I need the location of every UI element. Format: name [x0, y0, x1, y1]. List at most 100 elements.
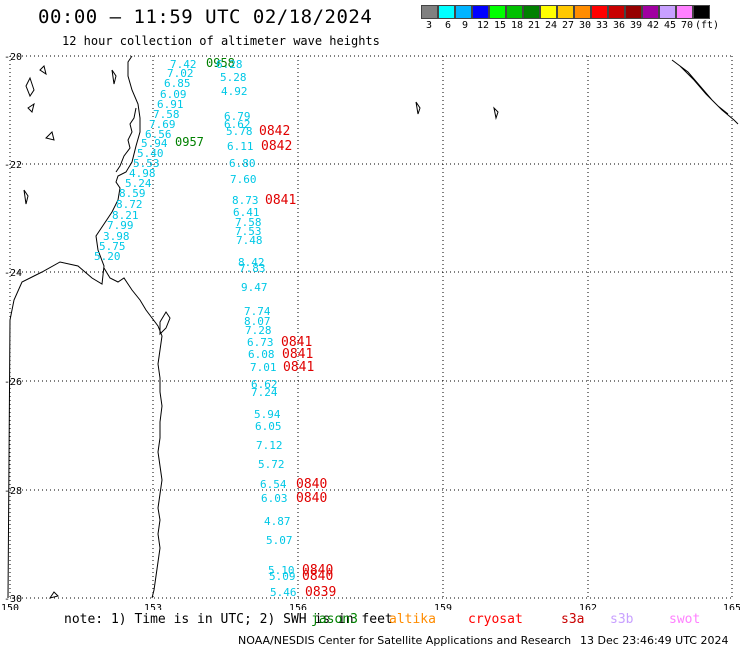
wave-height-label: 6.41 — [233, 206, 260, 219]
track-east-times: 0842 0842 0841 0841 0841 0841 0840 0840 … — [259, 124, 336, 600]
scale-swatch — [625, 5, 642, 19]
lon-label: 162 — [579, 603, 597, 610]
scale-swatch — [642, 5, 659, 19]
lat-label: -28 — [4, 486, 22, 497]
scale-swatch — [489, 5, 506, 19]
wave-height-label: 5.10 — [268, 564, 295, 577]
lat-label: -30 — [4, 594, 22, 605]
wave-height-label: 6.09 — [160, 88, 187, 101]
color-scale — [421, 5, 710, 19]
scale-label: (ft) — [695, 20, 720, 31]
track-east: 6.28 5.28 4.92 6.79 6.62 5.78 6.11 6.80 … — [216, 58, 297, 599]
scale-swatch — [659, 5, 676, 19]
wave-height-label: 6.62 — [224, 118, 251, 131]
wave-height-label: 5.09 — [269, 570, 296, 583]
scale-label: 15 — [494, 20, 507, 31]
wave-height-label: 7.60 — [230, 173, 257, 186]
scale-label: 27 — [562, 20, 575, 31]
pass-time-label: 0841 — [282, 347, 313, 362]
scale-swatch — [557, 5, 574, 19]
wave-height-label: 5.78 — [226, 125, 253, 138]
wave-height-label: 5.53 — [133, 157, 160, 170]
pass-time-label: 0841 — [283, 360, 314, 375]
pass-time-label: 0840 — [302, 569, 333, 584]
wave-height-label: 7.53 — [235, 225, 262, 238]
scale-labels: 3 6 9 12 15 18 21 24 27 30 33 36 39 42 4… — [421, 20, 740, 34]
track-west: 7.42 7.02 6.85 6.09 6.91 7.58 7.69 6.56 … — [94, 58, 197, 263]
wave-height-label: 4.98 — [129, 167, 156, 180]
wave-height-label: 5.72 — [258, 458, 285, 471]
coastline-new-caledonia — [415, 59, 739, 125]
wave-height-label: 7.83 — [239, 262, 266, 275]
wave-height-label: 6.03 — [261, 492, 288, 505]
wave-height-label: 7.28 — [245, 324, 272, 337]
wave-height-label: 6.05 — [255, 420, 282, 433]
scale-label: 3 — [426, 20, 433, 31]
scale-label: 6 — [445, 20, 452, 31]
track-west-times: 0958 0957 — [175, 56, 235, 149]
wave-height-label: 8.59 — [119, 187, 146, 200]
legend-altika: altika — [389, 612, 436, 627]
pass-time-label: 0840 — [302, 563, 333, 578]
wave-height-label: 7.99 — [107, 219, 134, 232]
wave-height-label: 5.28 — [220, 71, 247, 84]
scale-swatch — [693, 5, 710, 19]
wave-height-label: 7.48 — [236, 234, 263, 247]
scale-label: 70 — [681, 20, 694, 31]
pass-time-label: 0839 — [305, 585, 336, 600]
chart-title: 00:00 — 11:59 UTC 02/18/2024 — [38, 6, 373, 28]
legend-cryosat: cryosat — [468, 612, 523, 627]
scale-label: 45 — [664, 20, 677, 31]
legend-jason3: jason3 — [311, 612, 358, 627]
scale-label: 21 — [528, 20, 541, 31]
scale-swatch — [523, 5, 540, 19]
pass-time-label: 0841 — [265, 193, 296, 208]
scale-label: 18 — [511, 20, 524, 31]
scale-swatch — [438, 5, 455, 19]
wave-height-label: 8.07 — [244, 315, 271, 328]
wave-height-label: 5.94 — [141, 137, 168, 150]
scale-swatch — [540, 5, 557, 19]
scale-label: 24 — [545, 20, 558, 31]
wave-height-label: 8.42 — [238, 256, 265, 269]
scale-label: 33 — [596, 20, 609, 31]
lon-label: 150 — [1, 603, 19, 610]
scale-swatch — [608, 5, 625, 19]
lat-label: -20 — [4, 52, 22, 63]
wave-height-label: 6.85 — [164, 77, 191, 90]
wave-height-label: 5.24 — [125, 177, 152, 190]
wave-height-label: 3.98 — [103, 230, 130, 243]
pass-time-label: 0841 — [281, 335, 312, 350]
wave-height-label: 6.62 — [251, 378, 278, 391]
lon-label: 159 — [434, 603, 452, 610]
wave-height-label: 7.69 — [149, 118, 176, 131]
wave-height-label: 7.58 — [235, 216, 262, 229]
wave-height-label: 7.58 — [153, 108, 180, 121]
coastline-island — [23, 65, 171, 599]
scale-label: 42 — [647, 20, 660, 31]
legend-s3a: s3a — [561, 612, 585, 627]
pass-time-label: 0842 — [261, 139, 292, 154]
footer-generated-date: 13 Dec 23:46:49 UTC 2024 — [580, 634, 729, 647]
scale-swatch — [506, 5, 523, 19]
wave-height-label: 6.28 — [216, 58, 243, 71]
wave-height-label: 7.02 — [167, 67, 194, 80]
wave-height-label: 7.24 — [251, 386, 278, 399]
wave-height-label: 8.73 — [232, 194, 259, 207]
longitude-labels: 150 153 156 159 162 165 — [1, 603, 740, 610]
lon-label: 165 — [723, 603, 740, 610]
scale-swatch — [676, 5, 693, 19]
wave-height-label: 5.94 — [254, 408, 281, 421]
wave-height-label: 5.20 — [94, 250, 121, 263]
wave-height-label: 6.80 — [229, 157, 256, 170]
scale-label: 39 — [630, 20, 643, 31]
wave-height-label: 6.54 — [260, 478, 287, 491]
wave-height-label: 6.56 — [145, 128, 172, 141]
pass-time-label: 0958 — [206, 56, 235, 70]
scale-label: 36 — [613, 20, 626, 31]
latitude-labels: -20 -22 -24 -26 -28 -30 — [4, 52, 22, 605]
wave-height-label: 7.01 — [250, 361, 277, 374]
wave-height-label: 6.08 — [248, 348, 275, 361]
wave-height-map: -20 -22 -24 -26 -28 -30 150 153 156 159 … — [1, 52, 740, 610]
pass-time-label: 0957 — [175, 135, 204, 149]
